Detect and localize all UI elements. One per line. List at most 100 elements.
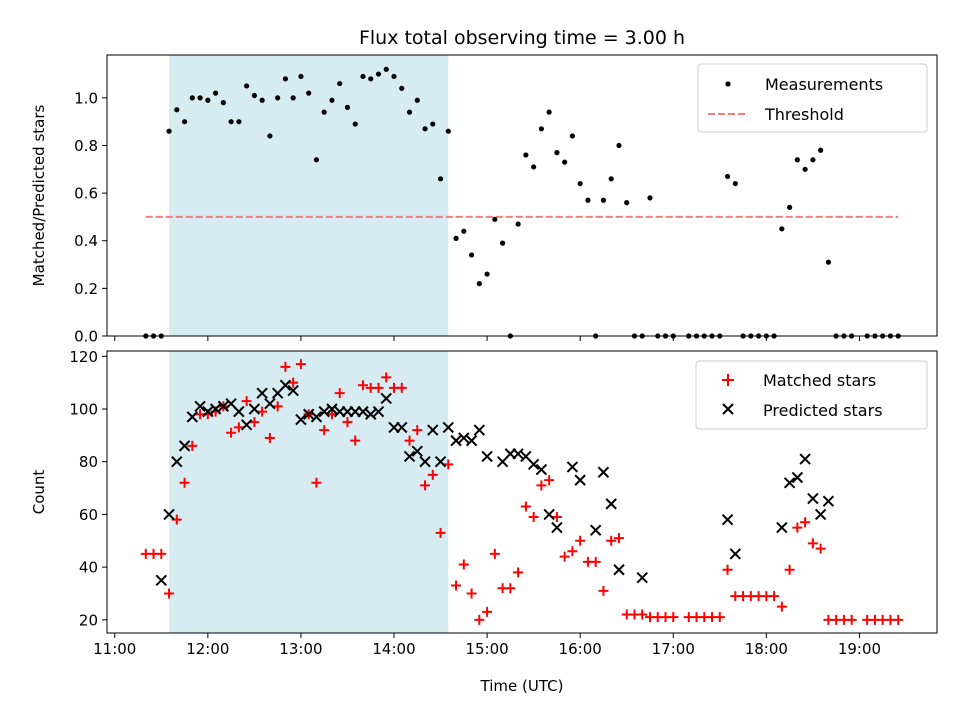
matched-star-point (528, 512, 539, 523)
y-tick-label: 0.2 (74, 280, 98, 298)
x-tick-label: 19:00 (838, 640, 881, 658)
measurement-point (422, 126, 428, 132)
matched-star-point (381, 372, 392, 383)
top-panel: Flux total observing time = 3.00 h 0.00.… (30, 27, 938, 346)
predicted-star-point (427, 424, 439, 436)
x-tick-label: 17:00 (652, 640, 695, 658)
predicted-star-point (605, 498, 617, 510)
matched-star-point (559, 551, 570, 562)
predicted-star-point (217, 400, 230, 413)
top-shaded-interval (169, 55, 449, 336)
bottom-panel: 11:00 12:00 13:00 14:00 15:00 16:00 17:00 18:00… (30, 348, 938, 695)
y-tick-label: 20 (79, 611, 98, 629)
measurement-point (337, 80, 343, 87)
matched-star-point (792, 522, 803, 533)
measurement-point (212, 90, 219, 96)
predicted-stars-points (155, 379, 835, 586)
matched-star-point (280, 361, 291, 372)
predicted-star-point (194, 400, 206, 413)
measurement-point (484, 271, 490, 277)
predicted-star-point (171, 455, 183, 468)
matched-star-point (404, 435, 415, 446)
matched-star-point (590, 556, 601, 567)
predicted-star-point (419, 455, 431, 468)
matched-star-point (226, 427, 237, 438)
matched-star-point (427, 469, 438, 480)
predicted-star-point (357, 405, 369, 418)
x-tick-label: 18:00 (745, 640, 788, 658)
measurement-point (445, 128, 451, 134)
matched-star-point (567, 546, 578, 557)
measurement-point (608, 176, 614, 182)
measurement-point (391, 73, 397, 80)
measurement-point (554, 150, 560, 156)
matched-star-point (520, 501, 531, 512)
x-tick-label: 13:00 (279, 640, 322, 658)
matched-stars-points (140, 359, 904, 625)
matched-star-point (334, 388, 345, 399)
predicted-star-point (310, 411, 323, 423)
predicted-star-point (589, 524, 602, 536)
predicted-star-point (535, 463, 548, 476)
top-y-axis-label: Matched/Predicted stars (30, 105, 48, 287)
measurement-point (414, 97, 420, 103)
predicted-star-point (396, 421, 408, 434)
measurement-point (205, 97, 211, 103)
bottom-x-ticks: 11:00 12:00 13:00 14:00 15:00 16:00 17:00 18:00… (93, 633, 881, 658)
predicted-star-point (473, 424, 486, 436)
predicted-star-point (543, 508, 555, 521)
measurement-point (344, 104, 351, 110)
predicted-star-point (326, 403, 338, 415)
matched-star-point (420, 480, 431, 491)
measurement-points (143, 66, 901, 339)
predicted-star-point (799, 453, 811, 465)
matched-star-point (606, 535, 617, 546)
y-tick-label: 60 (79, 506, 98, 524)
measurement-point (313, 157, 320, 163)
matched-star-point (458, 559, 469, 570)
measurement-point (794, 157, 800, 163)
measurement-point (724, 173, 731, 180)
matched-star-point (257, 406, 268, 417)
predicted-star-point (450, 434, 462, 447)
measurement-point (189, 95, 195, 101)
measurement-point (818, 147, 824, 153)
matched-star-point (807, 538, 818, 549)
predicted-star-point (365, 408, 377, 420)
legend-measurements-marker (725, 81, 731, 87)
measurement-point (406, 109, 413, 115)
measurement-point (476, 281, 482, 287)
matched-star-point (489, 548, 500, 559)
measurement-point (531, 164, 537, 170)
matched-star-point (613, 533, 624, 544)
predicted-star-point (209, 403, 222, 415)
matched-star-point (505, 583, 516, 594)
predicted-star-point (721, 513, 734, 526)
predicted-star-point (791, 471, 804, 484)
x-tick-label: 16:00 (559, 640, 602, 658)
y-tick-label: 0.0 (74, 328, 98, 346)
x-tick-label: 15:00 (465, 640, 508, 658)
bottom-axes-frame (106, 350, 938, 634)
measurement-point (585, 197, 591, 203)
predicted-star-point (186, 411, 199, 423)
matched-star-point (482, 606, 493, 617)
measurement-point (616, 142, 622, 149)
matched-star-point (575, 535, 586, 546)
matched-star-point (357, 380, 368, 391)
top-y-ticks: 0.0 0.2 0.4 0.6 0.8 1.0 (74, 89, 107, 346)
predicted-star-point (240, 419, 253, 431)
y-tick-label: 80 (79, 453, 98, 471)
matched-star-point (319, 425, 330, 436)
measurement-point (181, 119, 188, 125)
matched-star-point (164, 588, 175, 599)
matched-star-point (714, 612, 725, 623)
matched-star-point (815, 543, 826, 554)
predicted-star-point (372, 405, 385, 418)
bottom-y-ticks: 20 40 60 80 100 120 (69, 348, 107, 629)
y-tick-label: 40 (79, 559, 98, 577)
matched-star-point (722, 564, 733, 575)
x-tick-label: 12:00 (186, 640, 229, 658)
measurement-point (251, 92, 257, 99)
